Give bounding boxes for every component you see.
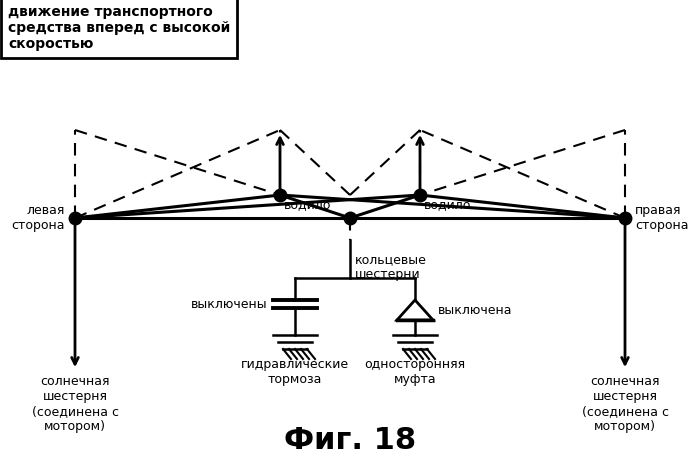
- Text: выключены: выключены: [191, 297, 268, 311]
- Text: выключена: выключена: [438, 304, 512, 316]
- Text: солнечная
шестерня
(соединена с
мотором): солнечная шестерня (соединена с мотором): [582, 375, 668, 433]
- Text: односторонняя
муфта: односторонняя муфта: [365, 358, 466, 386]
- Text: Фиг. 18: Фиг. 18: [284, 426, 416, 455]
- Text: солнечная
шестерня
(соединена с
мотором): солнечная шестерня (соединена с мотором): [32, 375, 118, 433]
- Text: правая
сторона: правая сторона: [635, 204, 689, 232]
- Text: водило: водило: [424, 198, 471, 211]
- Text: движение транспортного
средства вперед с высокой
скоростью: движение транспортного средства вперед с…: [8, 5, 230, 51]
- Text: левая
сторона: левая сторона: [11, 204, 65, 232]
- Text: кольцевые
шестерни: кольцевые шестерни: [355, 253, 427, 281]
- Text: гидравлические
тормоза: гидравлические тормоза: [241, 358, 349, 386]
- Text: водило: водило: [284, 198, 331, 211]
